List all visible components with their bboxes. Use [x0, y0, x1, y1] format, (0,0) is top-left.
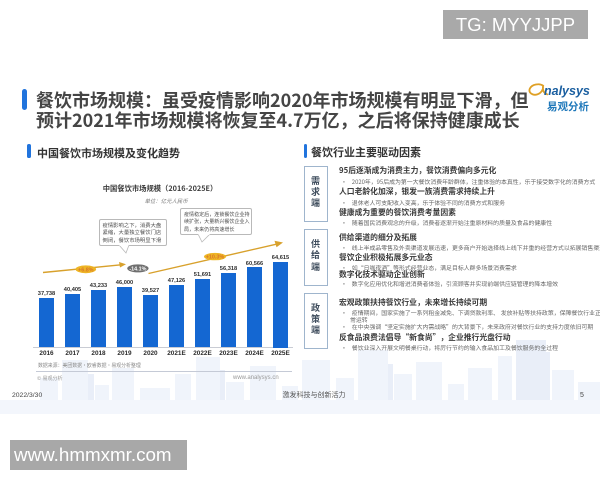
svg-text:-14.1%: -14.1%: [129, 266, 146, 272]
svg-text:易观分析: 易观分析: [547, 99, 589, 114]
svg-text:+10.3%: +10.3%: [206, 255, 225, 261]
svg-text:nalysys: nalysys: [544, 84, 590, 98]
svg-text:+6.8%: +6.8%: [78, 267, 94, 273]
